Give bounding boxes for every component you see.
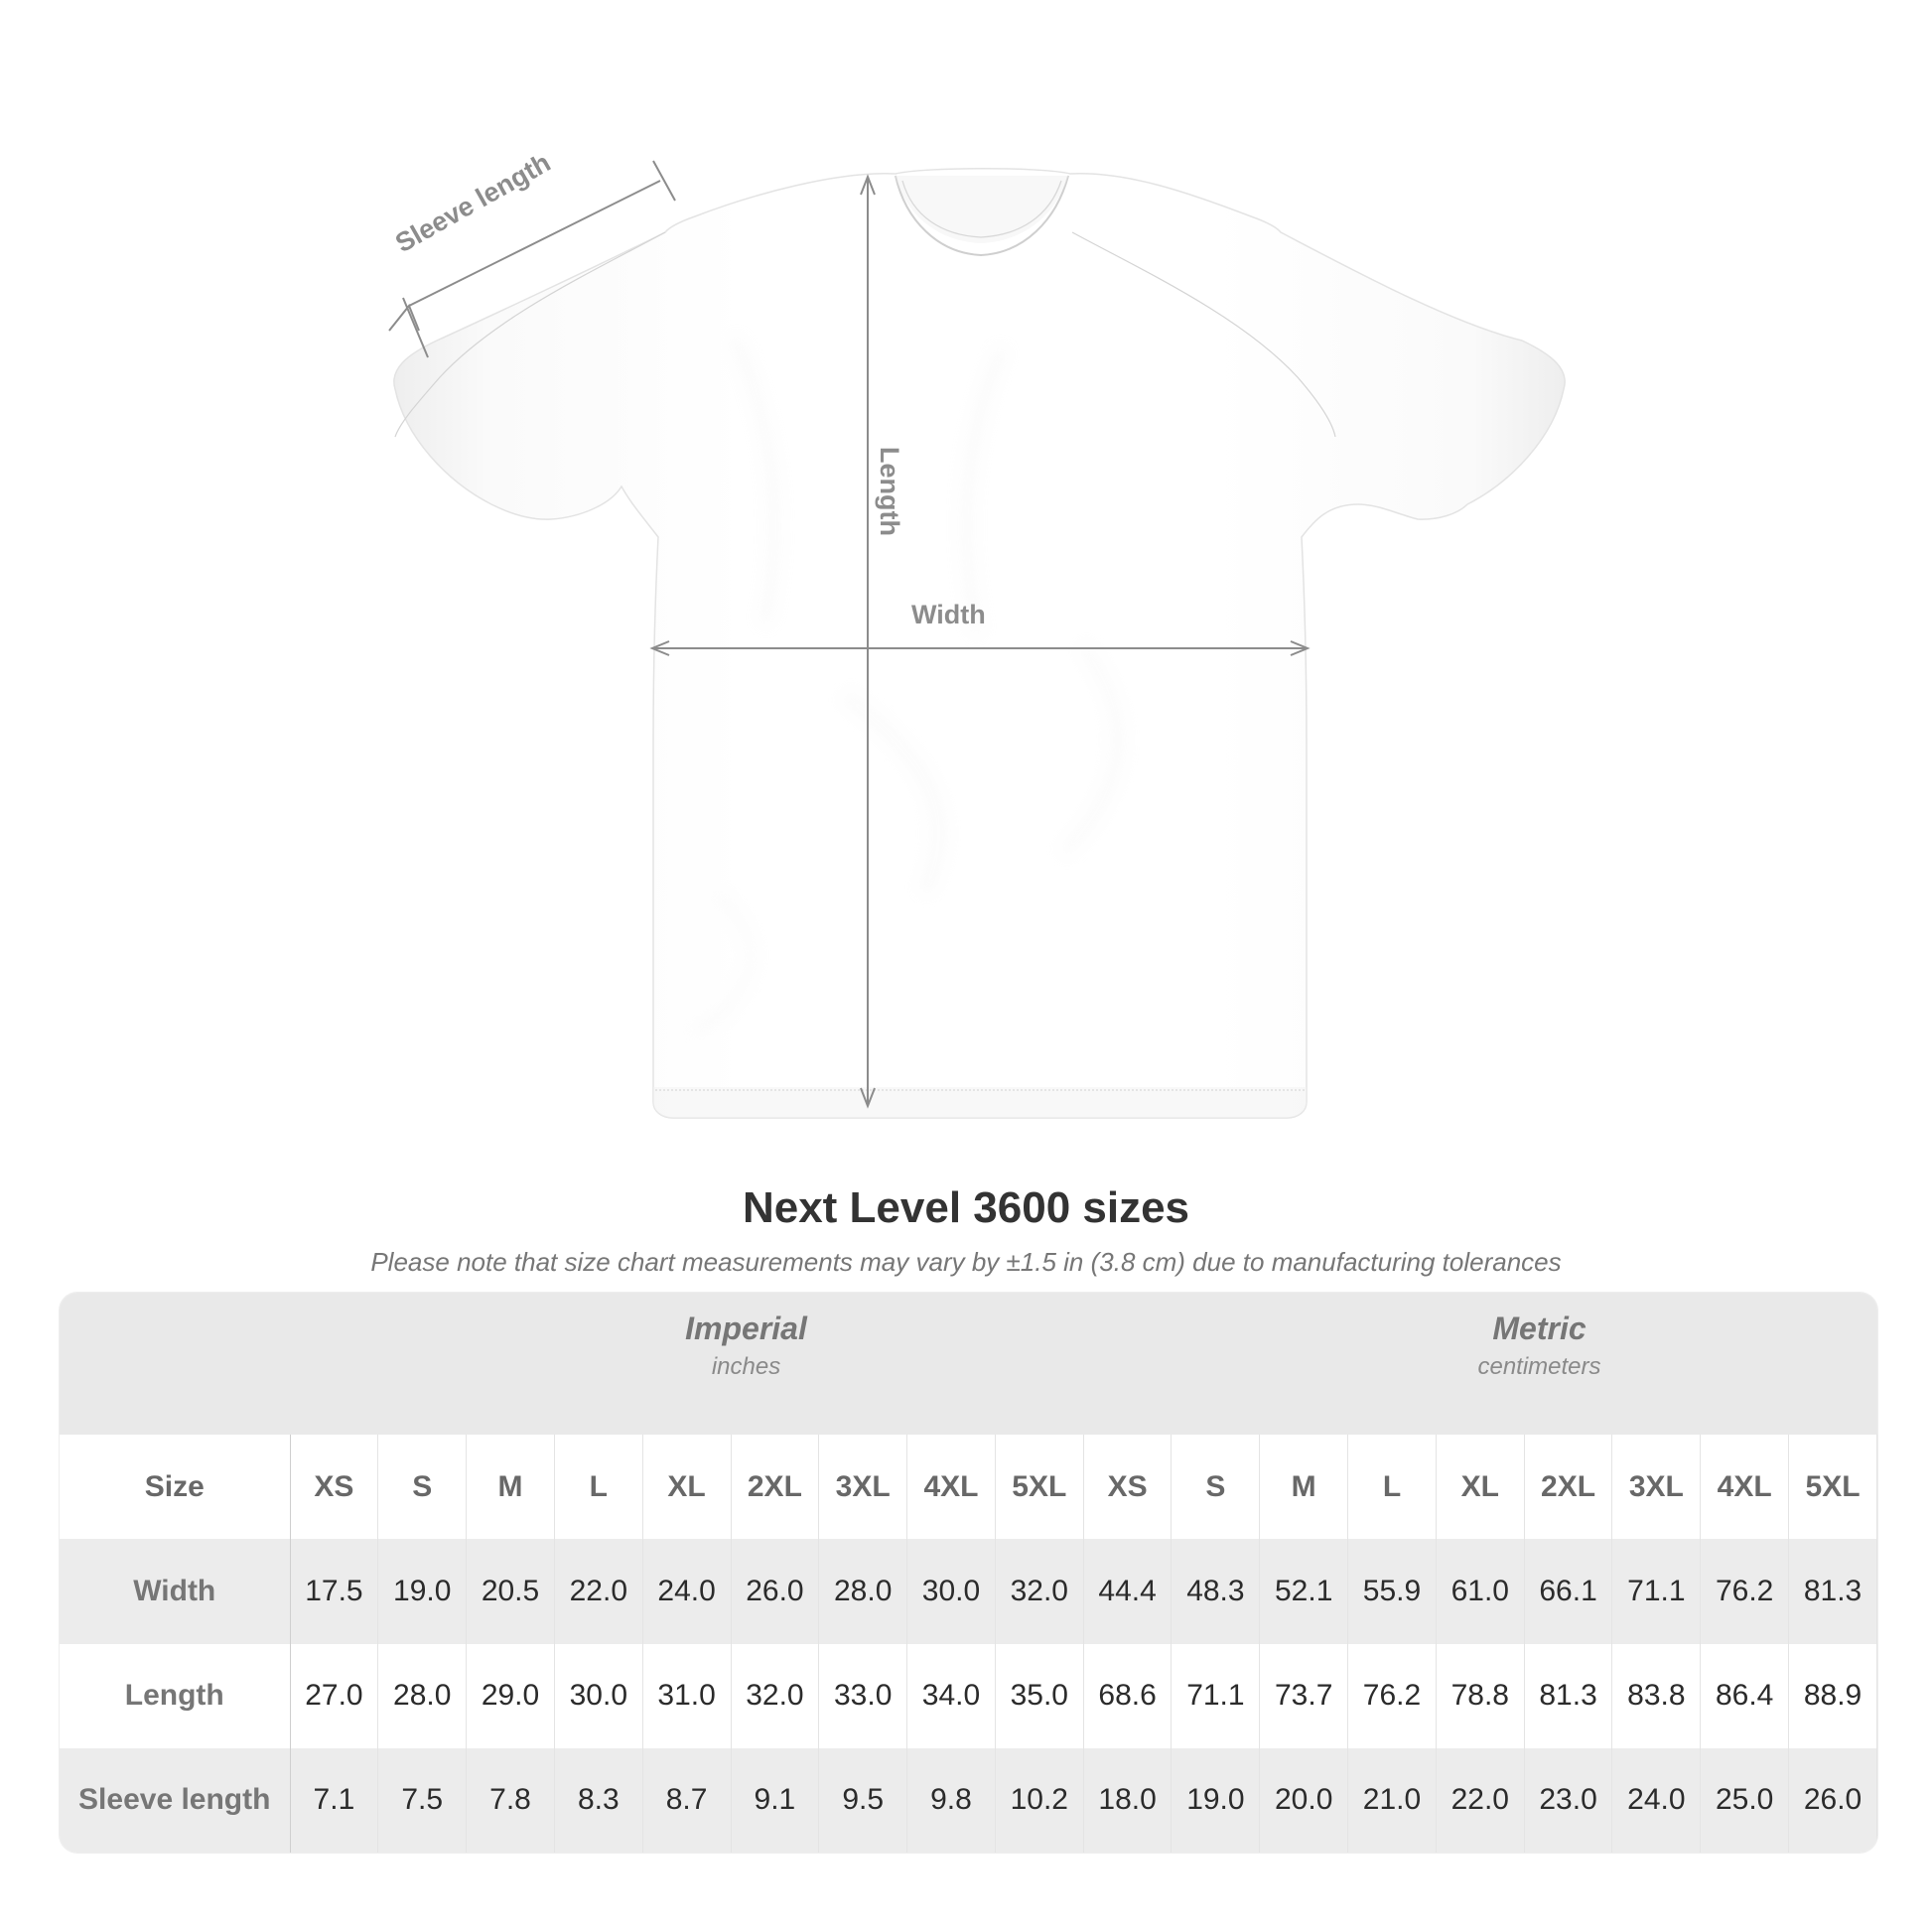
svg-text:Sleeve length: Sleeve length	[390, 147, 555, 258]
svg-text:Width: Width	[911, 600, 986, 629]
svg-text:Length: Length	[875, 447, 904, 536]
